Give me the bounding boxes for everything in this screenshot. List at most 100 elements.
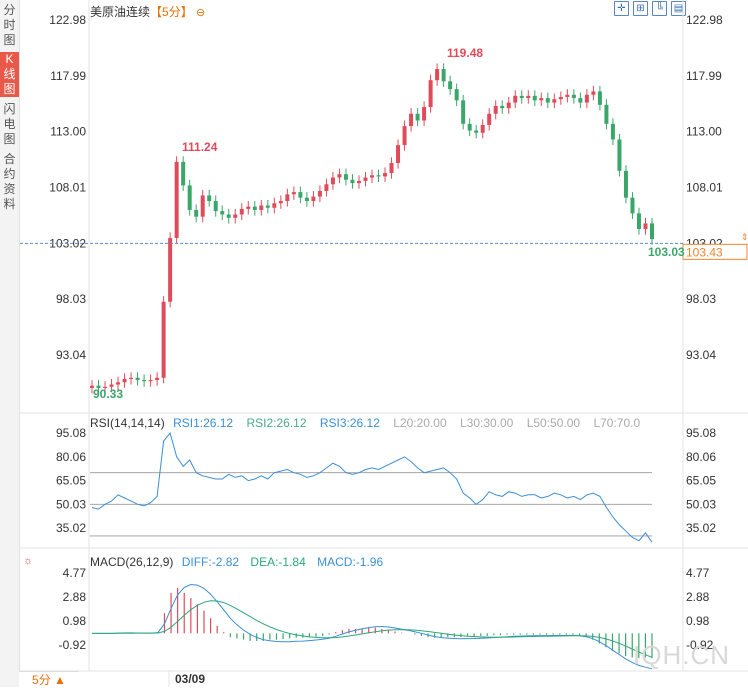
- candle-body: [155, 377, 160, 381]
- candle-body: [617, 139, 622, 171]
- rsi-series-line: [91, 432, 653, 543]
- candle-body: [578, 98, 583, 103]
- rsi-tick-right: 50.03: [686, 497, 716, 511]
- last-price-label: 103.43: [686, 245, 723, 259]
- candle-body: [610, 123, 615, 140]
- candle-body: [311, 196, 316, 202]
- macd-tick-left: 0.98: [63, 614, 87, 628]
- candle-body: [441, 69, 446, 82]
- period-selector[interactable]: 5分 ▲: [19, 671, 79, 688]
- annotation-mid-high: 111.24: [182, 140, 218, 154]
- candle-body: [363, 177, 368, 181]
- candle-body: [376, 175, 381, 177]
- candle-body: [402, 126, 407, 146]
- price-tick-left: 108.01: [49, 181, 86, 195]
- candle-body: [207, 195, 212, 202]
- candle-body: [317, 190, 322, 197]
- macd-tick-left: -0.92: [59, 638, 87, 652]
- fullscreen-icon[interactable]: ▤: [671, 1, 686, 16]
- candle-body: [96, 385, 101, 388]
- macd-tick-right: 0.98: [686, 614, 710, 628]
- candle-body: [142, 380, 147, 382]
- annotation-low-right: 103.03: [648, 245, 685, 259]
- macd-settings-icon[interactable]: ☼: [23, 555, 33, 567]
- price-tick-left: 113.00: [50, 125, 86, 139]
- price-tick-right: 117.99: [686, 69, 722, 83]
- candle-body: [526, 95, 531, 99]
- candle-body: [604, 104, 609, 124]
- candle-body: [597, 91, 602, 105]
- rsi-tick-left: 50.03: [56, 497, 86, 511]
- candle-body: [343, 174, 348, 180]
- price-tick-right: 113.00: [686, 125, 722, 139]
- candle-body: [539, 98, 544, 101]
- candle-body: [370, 175, 374, 178]
- tab-timeshare[interactable]: 分时图: [3, 3, 16, 47]
- candle-body: [422, 107, 427, 121]
- candle-body: [636, 213, 641, 230]
- candle-body: [565, 94, 570, 97]
- candle-body: [278, 201, 283, 204]
- candle-body: [630, 197, 635, 214]
- tab-kline[interactable]: K线图: [0, 52, 19, 97]
- candle-body: [252, 206, 257, 210]
- rsi-tick-left: 35.02: [56, 521, 86, 535]
- candle-body: [116, 382, 121, 385]
- candle-body: [298, 192, 303, 198]
- macd-tick-right: -0.92: [686, 638, 714, 652]
- rsi-tick-right: 35.02: [686, 521, 716, 535]
- macd-tick-right: 2.88: [686, 590, 710, 604]
- price-tick-right: 122.98: [686, 13, 723, 27]
- candle-body: [558, 96, 563, 100]
- last-price-box: [682, 243, 748, 260]
- candle-body: [103, 386, 108, 388]
- candle-body: [643, 223, 648, 230]
- candle-body: [428, 80, 433, 108]
- candle-body: [435, 69, 440, 81]
- settings-circle-icon[interactable]: ⊖: [196, 7, 206, 19]
- fit-icon[interactable]: ⊞: [633, 1, 648, 16]
- candle-body: [233, 214, 238, 218]
- price-tick-right: 108.01: [686, 181, 723, 195]
- sidebar: 分时图 K线图 闪电图 合约资料: [0, 0, 20, 687]
- price-tick-left: 122.98: [49, 13, 86, 27]
- candle-body: [500, 105, 505, 109]
- candle-body: [291, 192, 296, 195]
- macd-header: MACD(26,12,9) DIFF:-2.82 DEA:-1.84 MACD:…: [90, 555, 383, 569]
- macd-tick-left: 4.77: [63, 566, 87, 580]
- tab-contract-info[interactable]: 合约资料: [3, 152, 16, 211]
- last-price-arrow-icon: ⇕: [741, 232, 748, 242]
- price-tick-left: 98.03: [56, 292, 86, 306]
- macd-tick-right: 4.77: [686, 566, 710, 580]
- candle-body: [129, 377, 134, 379]
- tab-flash[interactable]: 闪电图: [3, 102, 16, 146]
- crosshair-icon[interactable]: ✛: [614, 1, 629, 16]
- candle-body: [220, 211, 225, 215]
- candle-body: [513, 95, 518, 103]
- candle-body: [506, 102, 511, 109]
- candle-body: [591, 91, 596, 95]
- candle-body: [246, 206, 251, 209]
- macd-tick-left: 2.88: [63, 590, 87, 604]
- candle-body: [161, 301, 166, 378]
- candle-body: [239, 208, 244, 215]
- candle-body: [480, 124, 485, 133]
- candle-body: [650, 223, 654, 240]
- candle-body: [415, 113, 420, 121]
- chart-header: 美原油连续【5分】 ⊖: [90, 3, 205, 20]
- candle-body: [519, 95, 524, 99]
- candle-body: [350, 179, 355, 184]
- candle-body: [90, 385, 94, 388]
- candle-body: [272, 203, 277, 208]
- candle-body: [545, 98, 550, 103]
- candle-body: [304, 197, 309, 202]
- price-tick-left: 117.99: [50, 69, 86, 83]
- candle-body: [187, 185, 192, 210]
- period-tag: 【5分】: [150, 5, 193, 19]
- indicator-icon[interactable]: ╚: [652, 1, 667, 16]
- candle-body: [337, 174, 342, 178]
- candle-body: [552, 99, 557, 103]
- candle-body: [168, 237, 173, 302]
- chart-toolbar: ✛ ⊞ ╚ ▤: [614, 1, 686, 16]
